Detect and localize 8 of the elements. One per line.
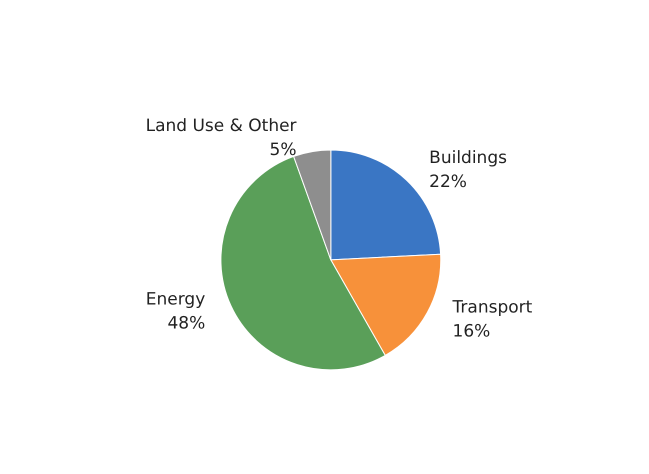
slice-label: Energy <box>146 290 206 310</box>
slice-label: Buildings <box>429 148 508 168</box>
data-label: 5% <box>270 140 297 160</box>
slice-label: Transport <box>452 297 533 318</box>
slice-label: Land Use & Other <box>146 116 297 136</box>
data-label: 22% <box>429 172 467 192</box>
data-label: 16% <box>452 321 490 342</box>
data-label: 48% <box>167 314 206 334</box>
